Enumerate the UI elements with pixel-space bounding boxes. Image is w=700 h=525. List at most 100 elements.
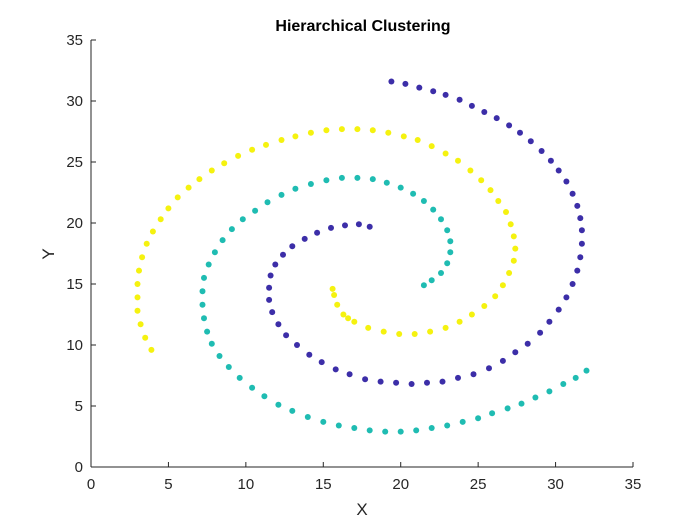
cluster-3-point bbox=[351, 318, 358, 325]
cluster-2-point bbox=[199, 288, 206, 295]
cluster-2-point bbox=[323, 177, 330, 184]
y-tick-label: 25 bbox=[66, 154, 83, 171]
cluster-1-point bbox=[289, 243, 296, 250]
cluster-1-point bbox=[578, 227, 585, 234]
cluster-2-point bbox=[199, 301, 206, 308]
cluster-3-point bbox=[503, 209, 509, 215]
cluster-2-point bbox=[518, 400, 525, 407]
cluster-2-point bbox=[444, 422, 451, 429]
cluster-3-point bbox=[354, 126, 361, 133]
cluster-3-point bbox=[507, 221, 514, 228]
cluster-2-point bbox=[397, 184, 404, 191]
cluster-3-point bbox=[165, 205, 172, 212]
cluster-1-point bbox=[402, 80, 409, 87]
cluster-2-point bbox=[264, 199, 271, 206]
cluster-2-point bbox=[201, 274, 207, 281]
cluster-2-point bbox=[335, 422, 342, 429]
cluster-2-point bbox=[438, 270, 444, 276]
y-tick-label: 30 bbox=[66, 93, 83, 110]
y-tick-label: 35 bbox=[66, 32, 83, 49]
points-layer bbox=[134, 78, 590, 435]
x-axis-label: X bbox=[356, 500, 367, 519]
cluster-2-point bbox=[489, 410, 496, 417]
cluster-3-point bbox=[456, 318, 463, 325]
cluster-1-point bbox=[456, 96, 463, 103]
cluster-2-point bbox=[351, 425, 358, 431]
cluster-2-point bbox=[249, 384, 256, 391]
cluster-3-point bbox=[148, 346, 155, 353]
cluster-3-point bbox=[499, 282, 506, 289]
cluster-2-point bbox=[219, 237, 226, 244]
cluster-2-point bbox=[447, 238, 454, 245]
cluster-1-point bbox=[574, 267, 581, 274]
cluster-1-point bbox=[555, 167, 562, 174]
cluster-2-point bbox=[304, 414, 311, 420]
cluster-1-point bbox=[569, 281, 576, 287]
cluster-3-point bbox=[307, 129, 314, 136]
cluster-1-point bbox=[283, 332, 290, 339]
cluster-3-point bbox=[455, 157, 461, 164]
cluster-2-point bbox=[201, 315, 207, 322]
cluster-3-point bbox=[134, 307, 141, 314]
cluster-2-point bbox=[583, 367, 590, 374]
cluster-2-point bbox=[444, 227, 451, 234]
cluster-1-point bbox=[577, 215, 584, 222]
cluster-2-point bbox=[438, 216, 444, 223]
cluster-2-point bbox=[228, 226, 235, 233]
cluster-3-point bbox=[134, 294, 141, 301]
cluster-3-point bbox=[136, 267, 142, 274]
cluster-2-point bbox=[292, 185, 299, 192]
cluster-2-point bbox=[211, 249, 218, 256]
cluster-3-point bbox=[428, 143, 435, 150]
cluster-1-point bbox=[578, 240, 585, 247]
cluster-2-point bbox=[383, 179, 390, 186]
cluster-1-point bbox=[355, 221, 362, 228]
cluster-3-point bbox=[221, 160, 228, 167]
cluster-1-point bbox=[269, 309, 276, 316]
cluster-3-point bbox=[174, 194, 181, 201]
cluster-1-point bbox=[563, 178, 570, 185]
cluster-2-point bbox=[338, 174, 345, 181]
cluster-1-point bbox=[470, 371, 477, 378]
cluster-1-point bbox=[306, 351, 313, 358]
cluster-3-point bbox=[414, 137, 421, 143]
y-tick-label: 20 bbox=[66, 215, 83, 232]
x-tick-label: 5 bbox=[164, 476, 172, 493]
cluster-1-point bbox=[318, 359, 325, 366]
cluster-1-point bbox=[468, 102, 475, 109]
cluster-1-point bbox=[512, 349, 519, 356]
cluster-3-point bbox=[134, 281, 141, 287]
y-tick-label: 0 bbox=[75, 459, 83, 476]
cluster-2-point bbox=[252, 207, 259, 214]
cluster-2-point bbox=[261, 393, 268, 400]
cluster-1-point bbox=[499, 357, 506, 364]
cluster-1-point bbox=[439, 378, 446, 385]
cluster-2-point bbox=[205, 261, 212, 268]
cluster-1-point bbox=[328, 224, 334, 231]
cluster-2-point bbox=[382, 428, 389, 435]
cluster-2-point bbox=[410, 190, 417, 197]
cluster-1-point bbox=[430, 88, 437, 95]
x-tick-label: 20 bbox=[392, 476, 409, 493]
cluster-1-point bbox=[377, 378, 384, 385]
cluster-1-point bbox=[388, 78, 395, 85]
cluster-3-point bbox=[338, 126, 345, 133]
x-tick-label: 30 bbox=[547, 476, 564, 493]
cluster-1-point bbox=[408, 381, 415, 387]
cluster-1-point bbox=[424, 379, 430, 386]
cluster-2-point bbox=[444, 260, 451, 267]
cluster-3-point bbox=[369, 127, 376, 134]
cluster-1-point bbox=[393, 379, 400, 386]
cluster-3-point bbox=[442, 324, 449, 331]
cluster-3-point bbox=[137, 321, 144, 328]
cluster-3-point bbox=[481, 303, 488, 309]
cluster-2-point bbox=[397, 428, 404, 435]
cluster-3-point bbox=[249, 146, 256, 153]
cluster-2-point bbox=[275, 401, 282, 408]
cluster-1-point bbox=[267, 272, 274, 279]
cluster-3-point bbox=[329, 285, 336, 292]
cluster-2-point bbox=[560, 381, 567, 387]
cluster-2-point bbox=[459, 418, 466, 425]
cluster-3-point bbox=[478, 177, 485, 184]
